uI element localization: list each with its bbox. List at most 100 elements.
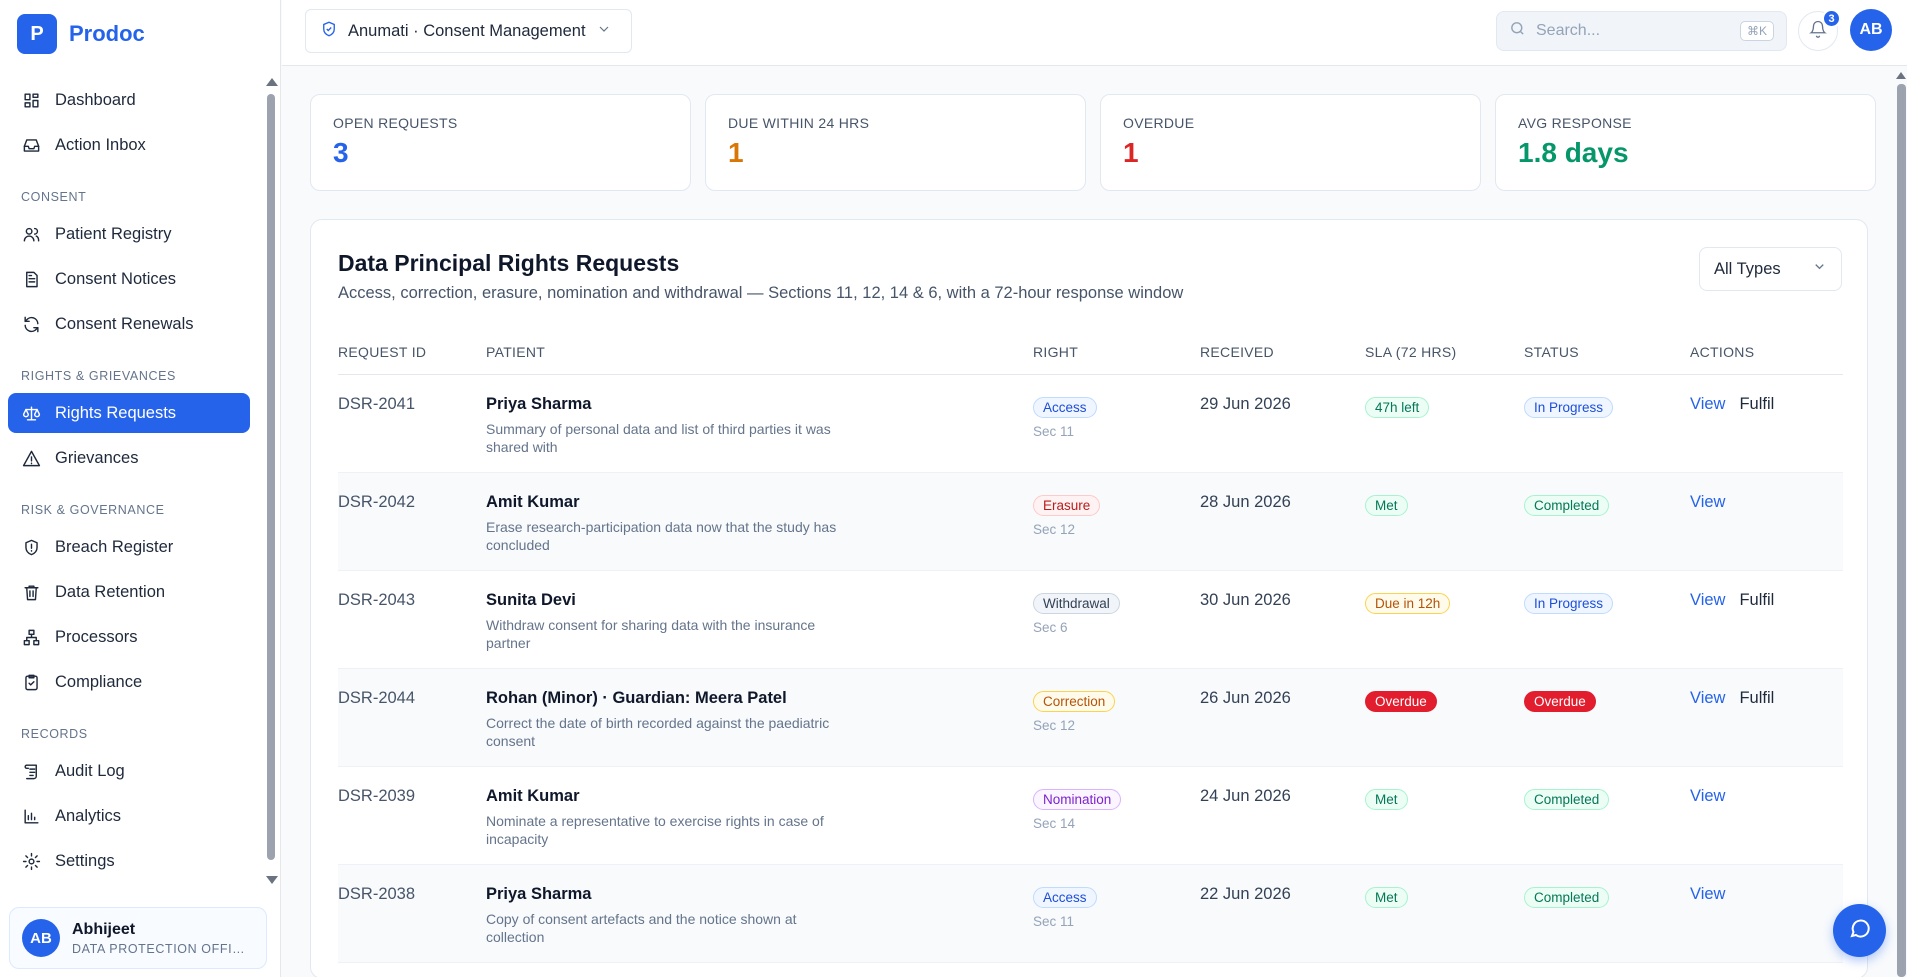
view-link[interactable]: View xyxy=(1690,492,1726,511)
status-badge: Completed xyxy=(1524,886,1610,908)
nav-section-label: CONSENT xyxy=(21,190,87,204)
request-id: DSR-2044 xyxy=(338,688,416,707)
sidebar-item-action-inbox[interactable]: Action Inbox xyxy=(8,125,250,165)
chevron-down-icon xyxy=(596,21,612,42)
fulfil-link[interactable]: Fulfil xyxy=(1739,688,1775,707)
panel-title: Data Principal Rights Requests xyxy=(338,250,680,276)
stat-value: 3 xyxy=(333,137,349,168)
main-scrollbar[interactable] xyxy=(1896,68,1907,977)
fulfil-link[interactable]: Fulfil xyxy=(1739,394,1775,413)
sidebar-item-consent-notices[interactable]: Consent Notices xyxy=(8,259,250,299)
sidebar-item-analytics[interactable]: Analytics xyxy=(8,796,250,836)
search-icon xyxy=(1509,20,1526,42)
sidebar-item-audit-log[interactable]: Audit Log xyxy=(8,751,250,791)
stat-card: OVERDUE 1 xyxy=(1100,94,1481,191)
document-icon xyxy=(21,269,41,289)
request-id: DSR-2043 xyxy=(338,590,416,609)
sidebar-scrollbar[interactable] xyxy=(265,78,278,886)
scroll-up-arrow[interactable] xyxy=(266,78,278,86)
chevron-down-icon xyxy=(1812,259,1827,279)
user-avatar-button[interactable]: AB xyxy=(1850,9,1892,51)
sidebar-item-breach-register[interactable]: Breach Register xyxy=(8,527,250,567)
sidebar-item-processors[interactable]: Processors xyxy=(8,617,250,657)
section-ref: Sec 14 xyxy=(1033,815,1076,831)
table-row[interactable]: DSR-2044 Rohan (Minor) · Guardian: Meera … xyxy=(338,668,1843,767)
view-link[interactable]: View xyxy=(1690,688,1726,707)
search-shortcut: ⌘K xyxy=(1739,21,1774,41)
right-badge: Correction xyxy=(1033,690,1116,712)
sidebar-item-compliance[interactable]: Compliance xyxy=(8,662,250,702)
refresh-icon xyxy=(21,314,41,334)
search-box[interactable]: ⌘K xyxy=(1496,11,1787,51)
bell-icon xyxy=(1809,20,1827,43)
patient-name: Rohan (Minor) · Guardian: Meera Patel xyxy=(486,688,787,707)
table-row[interactable]: DSR-2038 Priya Sharma Copy of consent arte… xyxy=(338,864,1843,963)
view-link[interactable]: View xyxy=(1690,394,1726,413)
top-header: Anumati · Consent Management ⌘K 3 AB xyxy=(282,0,1907,66)
chat-button[interactable] xyxy=(1833,904,1886,957)
sidebar-item-consent-renewals[interactable]: Consent Renewals xyxy=(8,304,250,344)
stat-label: DUE WITHIN 24 HRS xyxy=(728,115,870,131)
scroll-down-arrow[interactable] xyxy=(266,876,278,884)
requests-table: REQUEST ID PATIENT RIGHT RECEIVED SLA (7… xyxy=(338,330,1843,963)
alert-triangle-icon xyxy=(21,448,41,468)
brand[interactable]: P Prodoc xyxy=(17,14,145,54)
brand-name: Prodoc xyxy=(69,21,145,46)
table-row[interactable]: DSR-2043 Sunita Devi Withdraw consent for … xyxy=(338,570,1843,669)
right-badge: Erasure xyxy=(1033,494,1101,516)
brand-logo: P xyxy=(17,14,57,54)
view-link[interactable]: View xyxy=(1690,590,1726,609)
sidebar-item-label: Audit Log xyxy=(55,761,125,780)
received-date: 28 Jun 2026 xyxy=(1200,492,1291,511)
search-input[interactable] xyxy=(1536,22,1726,40)
status-badge: In Progress xyxy=(1524,592,1614,614)
right-badge: Nomination xyxy=(1033,788,1122,810)
status-badge: Completed xyxy=(1524,494,1610,516)
user-role: DATA PROTECTION OFFICER xyxy=(72,941,252,956)
column-header: RIGHT xyxy=(1033,330,1200,375)
sidebar-item-label: Analytics xyxy=(55,806,122,825)
sla-badge: Overdue xyxy=(1365,690,1437,712)
workspace-selector[interactable]: Anumati · Consent Management xyxy=(305,9,632,53)
type-filter-dropdown[interactable]: All Types xyxy=(1699,247,1842,291)
scroll-thumb[interactable] xyxy=(1897,84,1906,977)
scroll-icon xyxy=(21,761,41,781)
fulfil-link[interactable]: Fulfil xyxy=(1739,590,1775,609)
stat-card: AVG RESPONSE 1.8 days xyxy=(1495,94,1876,191)
sidebar-item-label: Consent Notices xyxy=(55,269,177,288)
stat-label: OVERDUE xyxy=(1123,115,1195,131)
table-row[interactable]: DSR-2042 Amit Kumar Erase research-partici… xyxy=(338,472,1843,571)
stat-value: 1 xyxy=(728,137,744,168)
sidebar-item-data-retention[interactable]: Data Retention xyxy=(8,572,250,612)
request-description: Erase research-participation data now th… xyxy=(486,518,837,553)
stat-value: 1.8 days xyxy=(1518,137,1629,168)
scroll-thumb[interactable] xyxy=(267,94,275,860)
request-description: Nominate a representative to exercise ri… xyxy=(486,812,824,847)
sidebar-item-patient-registry[interactable]: Patient Registry xyxy=(8,214,250,254)
nav-section-label: RECORDS xyxy=(21,727,88,741)
sidebar-item-label: Rights Requests xyxy=(55,403,177,422)
stat-label: OPEN REQUESTS xyxy=(333,115,458,131)
column-header: SLA (72 HRS) xyxy=(1365,330,1524,375)
scroll-up-arrow[interactable] xyxy=(1896,72,1906,79)
avatar: AB xyxy=(22,919,60,957)
sidebar-item-settings[interactable]: Settings xyxy=(8,841,250,881)
row-actions: View xyxy=(1690,787,1843,806)
right-badge: Access xyxy=(1033,886,1097,908)
patient-name: Priya Sharma xyxy=(486,884,592,903)
sidebar-item-grievances[interactable]: Grievances xyxy=(8,438,250,478)
user-card[interactable]: AB Abhijeet DATA PROTECTION OFFICER xyxy=(9,907,267,969)
right-badge: Access xyxy=(1033,396,1097,418)
notifications-button[interactable]: 3 xyxy=(1798,9,1841,51)
right-badge: Withdrawal xyxy=(1033,592,1120,614)
view-link[interactable]: View xyxy=(1690,786,1726,805)
sidebar-item-dashboard[interactable]: Dashboard xyxy=(8,80,250,120)
table-row[interactable]: DSR-2039 Amit Kumar Nominate a representat… xyxy=(338,766,1843,865)
sidebar-item-rights-requests[interactable]: Rights Requests xyxy=(8,393,250,433)
table-row[interactable]: DSR-2041 Priya Sharma Summary of personal … xyxy=(338,374,1843,473)
bar-chart-icon xyxy=(21,806,41,826)
received-date: 26 Jun 2026 xyxy=(1200,688,1291,707)
user-name: Abhijeet xyxy=(72,920,136,938)
view-link[interactable]: View xyxy=(1690,884,1726,903)
sla-badge: Met xyxy=(1365,494,1408,516)
